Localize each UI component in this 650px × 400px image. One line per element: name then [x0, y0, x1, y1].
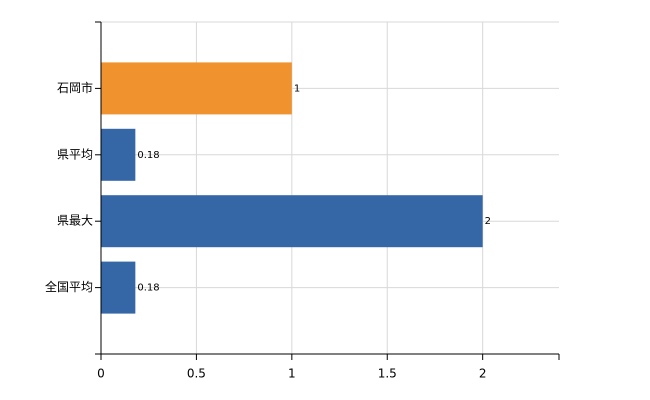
- value-label: 1: [294, 83, 300, 94]
- value-label: 0.18: [137, 283, 159, 294]
- y-tick-label: 全国平均: [45, 279, 93, 294]
- bar: [101, 128, 136, 181]
- x-tick-label: 1: [288, 367, 296, 381]
- x-tick-label: 0: [97, 367, 105, 381]
- bar: [101, 62, 292, 115]
- bar: [101, 261, 136, 314]
- y-tick-label: 県最大: [57, 214, 93, 228]
- x-tick-label: 2: [479, 367, 487, 381]
- y-tick-label: 県平均: [57, 147, 93, 161]
- y-tick-label: 石岡市: [57, 80, 93, 95]
- bar: [101, 195, 483, 248]
- value-label: 2: [485, 216, 491, 227]
- x-tick-label: 1.5: [378, 367, 397, 381]
- value-label: 0.18: [137, 150, 159, 161]
- x-tick-label: 0.5: [187, 367, 206, 381]
